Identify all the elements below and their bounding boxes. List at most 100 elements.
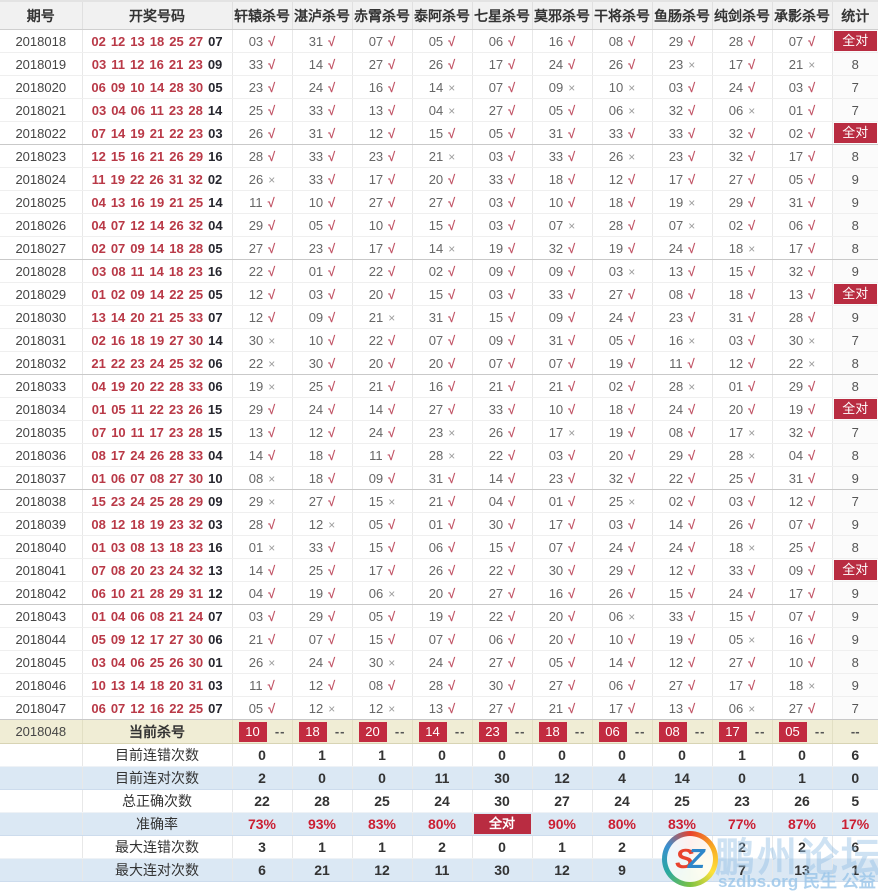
kill-cell: 19 √ xyxy=(291,581,352,605)
kill-cell: 29 √ xyxy=(231,397,292,421)
red-ball: 08 xyxy=(149,608,165,624)
stat-cell: 全对 xyxy=(831,397,878,421)
kill-number: 22 xyxy=(248,263,264,279)
check-icon: √ xyxy=(328,194,336,210)
kill-cell: 26 √ xyxy=(231,121,292,145)
kill-cell: 10 √ xyxy=(531,397,592,421)
kill-number: 27 xyxy=(608,286,624,302)
check-icon: √ xyxy=(568,516,576,532)
kill-number: 10 xyxy=(608,631,624,647)
kill-number: 21 xyxy=(788,56,804,72)
check-icon: √ xyxy=(748,263,756,279)
red-ball: 26 xyxy=(188,401,203,417)
current-kill-cell: 06 -- xyxy=(591,719,652,744)
kill-number: 27 xyxy=(548,677,564,693)
summary-value-cell: 73% xyxy=(231,812,292,836)
current-kill-number: 18 xyxy=(298,721,327,742)
summary-row: 目前连错次数 0 1 1 0 0 0 0 0 1 0 6 xyxy=(0,743,878,767)
red-ball: 25 xyxy=(149,654,165,670)
check-icon: √ xyxy=(808,700,816,716)
kill-number: 05 xyxy=(368,608,384,624)
kill-cell: 20 √ xyxy=(351,351,412,375)
kill-cell: 21 × xyxy=(411,144,472,168)
check-icon: √ xyxy=(508,700,516,716)
check-icon: √ xyxy=(268,516,276,532)
check-icon: √ xyxy=(388,355,396,371)
kill-number: 28 xyxy=(248,516,264,532)
check-icon: √ xyxy=(388,677,396,693)
kill-number: 31 xyxy=(548,332,564,348)
kill-number: 12 xyxy=(668,562,684,578)
kill-cell: 20 √ xyxy=(531,604,592,628)
kill-number: 18 xyxy=(608,194,624,210)
check-icon: √ xyxy=(328,217,336,233)
check-icon: √ xyxy=(448,125,456,141)
kill-cell: 26 √ xyxy=(711,512,772,536)
check-icon: √ xyxy=(508,631,516,647)
red-ball: 20 xyxy=(130,562,145,578)
kill-number: 24 xyxy=(308,79,324,95)
period-cell: 2018045 xyxy=(0,650,82,674)
current-kill: 05 -- xyxy=(773,721,832,742)
check-icon: √ xyxy=(388,194,396,210)
check-icon: √ xyxy=(268,700,276,716)
stat-cell: 9 xyxy=(831,167,878,191)
kill-number: 24 xyxy=(668,539,684,555)
check-icon: √ xyxy=(688,286,696,302)
check-icon: √ xyxy=(808,171,816,187)
kill-cell: 12 √ xyxy=(651,650,712,674)
check-icon: √ xyxy=(808,539,816,555)
kill-cell: 22 √ xyxy=(351,328,412,352)
blue-ball: 14 xyxy=(207,102,223,118)
kill-cell: 03 √ xyxy=(231,604,292,628)
kill-number: 31 xyxy=(788,194,804,210)
kill-cell: 28 × xyxy=(411,443,472,467)
red-ball: 06 xyxy=(130,102,146,118)
kill-number: 03 xyxy=(248,33,264,49)
kill-number: 17 xyxy=(728,56,744,72)
check-icon: √ xyxy=(808,470,816,486)
red-ball: 04 xyxy=(91,378,106,394)
dash-separator: -- xyxy=(274,724,286,739)
winning-numbers-cell: 03 04 06 11 23 28 14 xyxy=(81,98,232,122)
stat-cell: 8 xyxy=(831,535,878,559)
kill-number: 30 xyxy=(308,355,324,371)
red-ball: 28 xyxy=(149,585,165,601)
red-ball: 24 xyxy=(149,355,165,371)
kill-cell: 11 √ xyxy=(231,673,292,697)
winning-numbers: 02 12 13 18 25 27 07 xyxy=(83,34,232,49)
cross-icon: × xyxy=(388,494,396,509)
kill-cell: 07 √ xyxy=(411,627,472,651)
kill-cell: 06 √ xyxy=(411,535,472,559)
red-ball: 25 xyxy=(149,493,165,509)
table-row: 2018046 10 13 14 18 20 31 03 11 √ 12 √ 08 √ 28 √ 30 √ 27 √ 0… xyxy=(0,673,878,697)
kill-number: 10 xyxy=(548,194,564,210)
kill-cell: 16 × xyxy=(651,328,712,352)
check-icon: √ xyxy=(748,355,756,371)
summary-stat-cell: 5 xyxy=(831,789,878,813)
kill-number: 05 xyxy=(728,631,744,647)
kill-number: 31 xyxy=(548,125,564,141)
kill-cell: 33 √ xyxy=(531,282,592,306)
red-ball: 12 xyxy=(130,631,145,647)
check-icon: √ xyxy=(568,355,576,371)
current-kill-number: 05 xyxy=(778,721,807,742)
kill-number: 19 xyxy=(668,194,684,210)
check-icon: √ xyxy=(388,263,396,279)
check-icon: √ xyxy=(628,286,636,302)
kill-cell: 23 √ xyxy=(231,75,292,99)
kill-number: 33 xyxy=(308,539,324,555)
kill-cell: 22 √ xyxy=(471,443,532,467)
kill-cell: 09 √ xyxy=(771,558,832,582)
kill-number: 14 xyxy=(248,562,264,578)
red-ball: 21 xyxy=(169,608,184,624)
check-icon: √ xyxy=(388,171,396,187)
red-ball: 25 xyxy=(188,700,204,716)
kill-number: 27 xyxy=(368,56,384,72)
kill-number: 15 xyxy=(428,125,444,141)
winning-numbers-cell: 05 09 12 17 27 30 06 xyxy=(81,627,232,651)
kill-cell: 19 √ xyxy=(591,236,652,260)
check-icon: √ xyxy=(448,493,456,509)
red-ball: 32 xyxy=(188,516,204,532)
red-ball: 19 xyxy=(110,171,125,187)
